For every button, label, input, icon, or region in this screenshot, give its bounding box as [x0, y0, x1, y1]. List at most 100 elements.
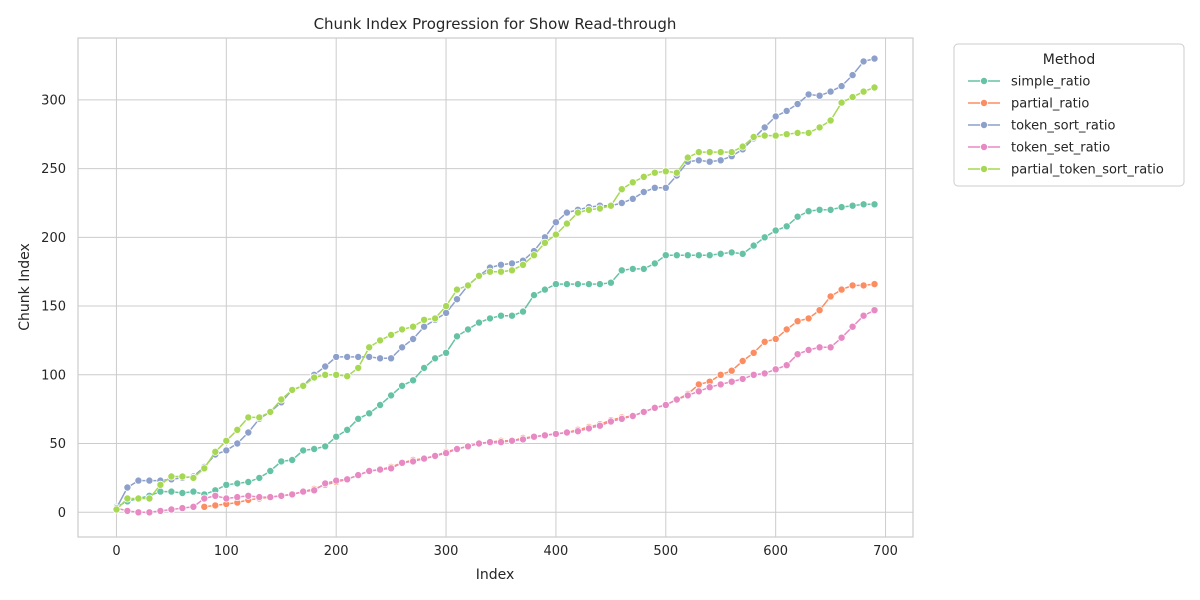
data-point	[310, 486, 319, 495]
data-point	[244, 477, 253, 486]
data-point	[530, 291, 539, 300]
data-point	[771, 334, 780, 343]
data-point	[716, 370, 725, 379]
data-point	[826, 343, 835, 352]
data-point	[200, 502, 209, 511]
data-point	[738, 356, 747, 365]
data-point	[398, 325, 407, 334]
x-axis-ticks: 0 100 200 300 400 500 600 700	[112, 544, 898, 559]
data-point	[661, 251, 670, 260]
data-point	[244, 413, 253, 422]
y-tick-label: 0	[58, 506, 66, 521]
data-point	[123, 494, 132, 503]
data-point	[705, 251, 714, 260]
data-point	[727, 148, 736, 157]
data-point	[573, 427, 582, 436]
data-point	[145, 508, 154, 517]
data-point	[255, 413, 264, 422]
data-point	[507, 436, 516, 445]
data-point	[848, 281, 857, 290]
data-point	[496, 260, 505, 269]
data-point	[782, 222, 791, 231]
data-point	[134, 494, 143, 503]
data-point	[562, 280, 571, 289]
y-axis-ticks: 0 50 100 150 200 250 300	[41, 93, 66, 520]
data-point	[727, 248, 736, 257]
data-point	[793, 128, 802, 137]
data-point	[859, 200, 868, 209]
data-point	[683, 391, 692, 400]
data-point	[167, 472, 176, 481]
data-point	[782, 325, 791, 334]
data-point	[255, 473, 264, 482]
data-point	[595, 421, 604, 430]
data-point	[376, 336, 385, 345]
data-point	[606, 201, 615, 210]
data-point	[672, 251, 681, 260]
data-point	[870, 54, 879, 63]
series-simple_ratio	[112, 200, 879, 511]
data-point	[310, 373, 319, 382]
data-point	[727, 366, 736, 375]
x-tick-label: 100	[214, 544, 239, 559]
data-point	[420, 322, 429, 331]
x-tick-label: 500	[653, 544, 678, 559]
data-point	[277, 395, 286, 404]
data-point	[793, 317, 802, 326]
data-point	[650, 168, 659, 177]
data-point	[123, 506, 132, 515]
data-point	[452, 444, 461, 453]
x-tick-label: 600	[763, 544, 788, 559]
data-point	[365, 343, 374, 352]
data-point	[507, 311, 516, 320]
data-point	[793, 212, 802, 221]
data-point	[332, 432, 341, 441]
data-point	[540, 285, 549, 294]
data-point	[442, 348, 451, 357]
data-point	[398, 343, 407, 352]
data-point	[848, 201, 857, 210]
data-point	[431, 451, 440, 460]
data-point	[837, 333, 846, 342]
data-point	[760, 233, 769, 242]
legend-label: simple_ratio	[1011, 75, 1090, 90]
data-point	[222, 446, 231, 455]
data-point	[463, 325, 472, 334]
data-point	[617, 185, 626, 194]
data-point	[848, 93, 857, 102]
legend-item: token_set_ratio	[968, 141, 1110, 156]
data-point	[606, 278, 615, 287]
data-point	[639, 407, 648, 416]
data-point	[815, 306, 824, 315]
data-point	[870, 200, 879, 209]
data-point	[354, 471, 363, 480]
y-tick-label: 150	[41, 300, 66, 315]
data-point	[343, 425, 352, 434]
data-point	[716, 249, 725, 258]
data-point	[793, 350, 802, 359]
plot-frame	[77, 37, 914, 538]
legend-swatch-marker	[980, 164, 989, 173]
data-point	[837, 203, 846, 212]
data-point	[332, 476, 341, 485]
legend-label: token_set_ratio	[1011, 141, 1110, 156]
data-point	[760, 337, 769, 346]
data-point	[156, 480, 165, 489]
data-point	[123, 483, 132, 492]
data-point	[837, 285, 846, 294]
data-point	[233, 493, 242, 502]
data-point	[738, 142, 747, 151]
data-point	[255, 493, 264, 502]
y-tick-label: 100	[41, 368, 66, 383]
series-line-token_set_ratio	[116, 309, 875, 514]
data-point	[321, 370, 330, 379]
data-point	[716, 156, 725, 165]
data-point	[299, 446, 308, 455]
legend-swatch-marker	[980, 99, 989, 108]
data-point	[771, 365, 780, 374]
data-point	[870, 280, 879, 289]
data-point	[376, 354, 385, 363]
series-line-simple_ratio	[116, 203, 875, 508]
data-point	[178, 504, 187, 513]
